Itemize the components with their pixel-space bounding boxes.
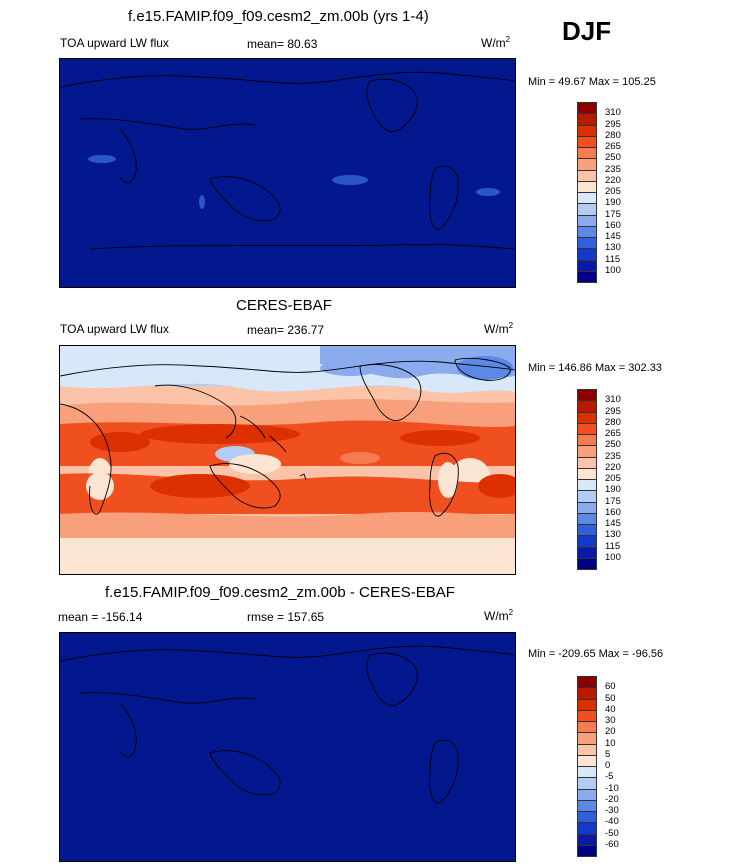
colorbar-tick-label: 0 [605, 760, 611, 771]
colorbar-tick-label: 60 [605, 681, 616, 693]
panel-1-map [59, 58, 516, 288]
colorbar-tick-label: 175 [605, 495, 621, 507]
colorbar-tick-label: -40 [605, 816, 619, 828]
panel-1-left-label: TOA upward LW flux [60, 36, 169, 50]
colorbar-tick-label: 190 [605, 484, 621, 496]
colorbar-tick-label: -20 [605, 793, 619, 805]
panel-2-units: W/m2 [484, 321, 514, 336]
colorbar-tick-label: 115 [605, 540, 621, 552]
colorbar-tick-label: -10 [605, 782, 619, 794]
colorbar-tick-label: -50 [605, 827, 619, 839]
panel-1-title: f.e15.FAMIP.f09_f09.cesm2_zm.00b (yrs 1-… [128, 8, 429, 25]
panel-3-colorbar: 60 50 40 30 20 10 5 0 -5 -10 -20 -30 -40 -50 -60 [577, 676, 619, 857]
panel-1-mean-label: mean= 80.63 [247, 37, 318, 51]
colorbar-tick-label: 280 [605, 416, 621, 428]
colorbar-tick-label: 265 [605, 141, 621, 152]
panel-1-minmax: Min = 49.67 Max = 105.25 [528, 76, 656, 88]
colorbar-tick-label: 130 [605, 242, 621, 254]
panel-3-rmse-label: rmse = 157.65 [247, 610, 325, 624]
panel-1-colorbar: 310 295 280 265 250 235 220 205 190 175 160 145 130 1… [577, 102, 621, 283]
panel-2-mean-label: mean= 236.77 [247, 323, 325, 337]
panel-2-minmax: Min = 146.86 Max = 302.33 [528, 362, 662, 374]
colorbar-tick-label: -60 [605, 838, 619, 850]
colorbar-tick-label: 10 [605, 737, 616, 749]
colorbar-tick-label: 30 [605, 715, 616, 726]
colorbar-tick-label: 175 [605, 208, 621, 220]
panel-3-map [59, 632, 516, 862]
colorbar-tick-label: 310 [605, 394, 621, 406]
colorbar-tick-label: 145 [605, 518, 621, 529]
colorbar-tick-label: 250 [605, 439, 621, 451]
colorbar-tick-label: 50 [605, 692, 616, 704]
panel-2-left-label: TOA upward LW flux [60, 322, 169, 336]
colorbar-tick-label: -30 [605, 805, 619, 816]
colorbar-tick-label: 190 [605, 197, 621, 209]
panel-3-minmax: Min = -209.65 Max = -96.56 [528, 648, 664, 660]
colorbar-tick-label: 220 [605, 461, 621, 473]
colorbar-tick-label: 220 [605, 174, 621, 186]
panel-3-units: W/m2 [484, 608, 514, 623]
colorbar-box [577, 270, 597, 283]
colorbar-tick-label: 160 [605, 506, 621, 518]
colorbar-tick-label: 145 [605, 231, 621, 242]
colorbar-tick-label: 265 [605, 428, 621, 439]
colorbar-tick-label: 100 [605, 264, 621, 276]
colorbar-tick-label: 40 [605, 703, 616, 715]
panel-1-units: W/m2 [481, 35, 511, 50]
colorbar-tick-label: 130 [605, 529, 621, 541]
colorbar-tick-label: 115 [605, 253, 621, 265]
colorbar-tick-label: -5 [605, 771, 614, 783]
colorbar-box [577, 844, 597, 857]
panel-3-mean-label: mean = -156.14 [58, 610, 143, 624]
colorbar-tick-label: 235 [605, 450, 621, 462]
colorbar-tick-label: 160 [605, 219, 621, 231]
colorbar-tick-label: 5 [605, 748, 611, 760]
colorbar-tick-label: 250 [605, 152, 621, 164]
colorbar-tick-label: 205 [605, 186, 621, 197]
colorbar-box [577, 557, 597, 570]
panel-2-colorbar: 310 295 280 265 250 235 220 205 190 175 160 145 130 1… [577, 389, 621, 570]
colorbar-tick-label: 280 [605, 129, 621, 141]
season-label: DJF [562, 16, 612, 46]
colorbar-tick-label: 205 [605, 473, 621, 484]
panel-2-title: CERES-EBAF [236, 297, 332, 314]
colorbar-tick-label: 20 [605, 726, 616, 738]
panel-2-map [59, 345, 516, 575]
colorbar-tick-label: 100 [605, 551, 621, 563]
colorbar-tick-label: 295 [605, 405, 621, 417]
colorbar-tick-label: 310 [605, 107, 621, 119]
colorbar-tick-label: 295 [605, 118, 621, 130]
panel-3-title: f.e15.FAMIP.f09_f09.cesm2_zm.00b - CERES… [105, 584, 455, 601]
colorbar-tick-label: 235 [605, 163, 621, 175]
